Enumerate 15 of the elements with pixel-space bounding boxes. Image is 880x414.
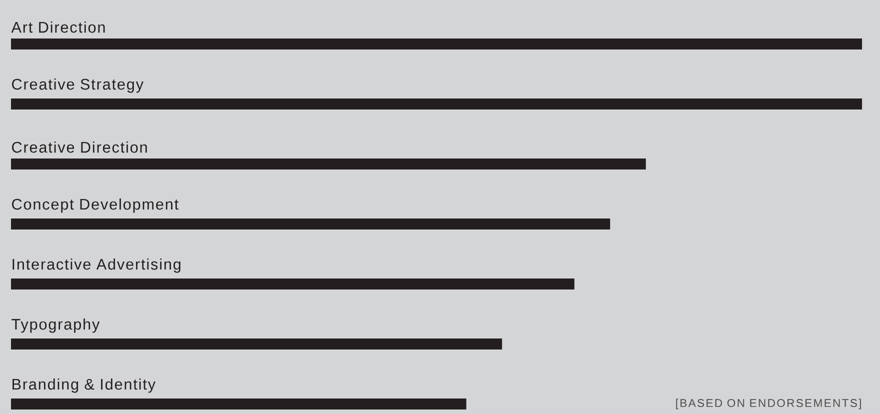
bar	[11, 98, 862, 110]
bar	[11, 338, 502, 350]
bar	[11, 398, 466, 410]
y-tick-label: Branding & Identity	[12, 378, 156, 393]
y-tick-label: Interactive Advertising	[12, 258, 180, 273]
y-tick-label: Concept Development	[12, 198, 178, 213]
bar	[11, 38, 862, 50]
y-tick-label: Typography	[12, 318, 100, 333]
bar	[11, 158, 646, 170]
annotation: [BASED ON ENDORSEMENTS]	[676, 398, 861, 410]
bar	[11, 218, 610, 230]
bar	[11, 278, 574, 290]
y-tick-label: Creative Direction	[12, 141, 147, 153]
y-tick-label: Art Direction	[11, 21, 105, 33]
y-tick-label: Creative Strategy	[12, 78, 144, 93]
